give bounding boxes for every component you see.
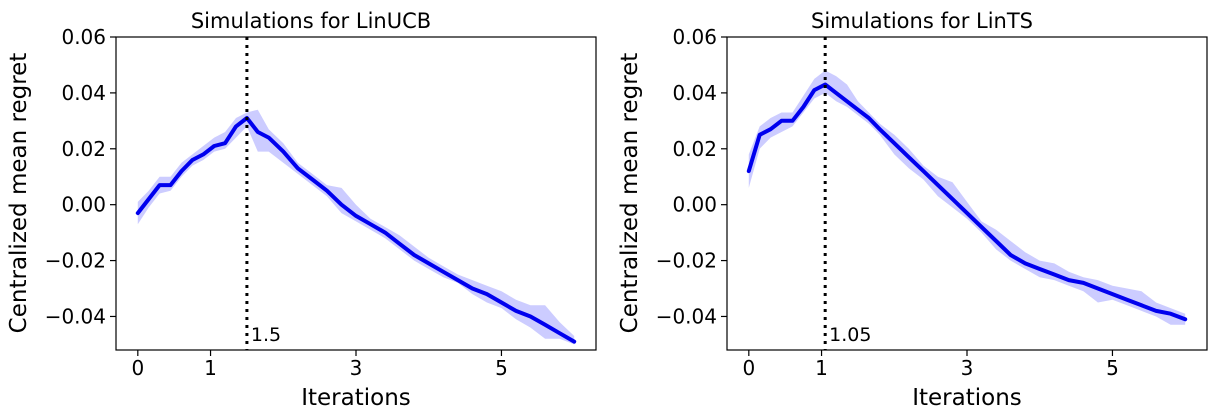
y-tick-label: −0.02	[45, 249, 106, 273]
y-tick-label: 0.02	[672, 137, 717, 161]
chart-title: Simulations for LinTS	[811, 9, 1033, 33]
x-tick-label: 3	[961, 356, 974, 380]
y-tick-label: 0.02	[61, 137, 106, 161]
x-tick-label: 0	[742, 356, 755, 380]
y-tick-label: −0.04	[45, 304, 106, 328]
x-tick-label: 5	[1106, 356, 1119, 380]
x-tick-label: 0	[131, 356, 144, 380]
mean-regret-line	[746, 82, 1188, 322]
y-tick-label: 0.06	[672, 25, 717, 49]
confidence-band	[748, 70, 1186, 325]
y-tick-label: −0.04	[656, 304, 717, 328]
chart-title: Simulations for LinUCB	[191, 9, 431, 33]
mean-regret-line	[135, 116, 577, 344]
y-tick-label: 0.04	[672, 81, 717, 105]
x-axis-label: Iterations	[301, 385, 411, 408]
chart-lints: Simulations for LinTS Iterations Central…	[617, 9, 1208, 408]
y-tick-label: 0.00	[672, 193, 717, 217]
plot-area: 1.05 −0.04 −0.02 0.00 0.02 0.04 0.06 0 1 3 5	[656, 25, 1208, 380]
vertical-marker-label: 1.05	[829, 324, 871, 346]
x-tick-label: 1	[204, 356, 217, 380]
plot-area: 1.5 −0.04 −0.02 0.00 0.02 0.04 0.06 0 1 3 5	[45, 25, 597, 380]
confidence-band	[137, 109, 575, 345]
y-tick-label: −0.02	[656, 249, 717, 273]
y-tick-label: 0.00	[61, 193, 106, 217]
x-axis-label: Iterations	[912, 385, 1022, 408]
y-tick-label: 0.04	[61, 81, 106, 105]
x-tick-label: 5	[495, 356, 508, 380]
x-tick-label: 3	[350, 356, 363, 380]
y-axis-label: Centralized mean regret	[6, 53, 32, 334]
x-tick-label: 1	[815, 356, 828, 380]
vertical-marker-label: 1.5	[251, 324, 281, 346]
y-axis-label: Centralized mean regret	[617, 53, 643, 334]
chart-linucb: Simulations for LinUCB Iterations Centra…	[6, 9, 597, 408]
y-tick-label: 0.06	[61, 25, 106, 49]
